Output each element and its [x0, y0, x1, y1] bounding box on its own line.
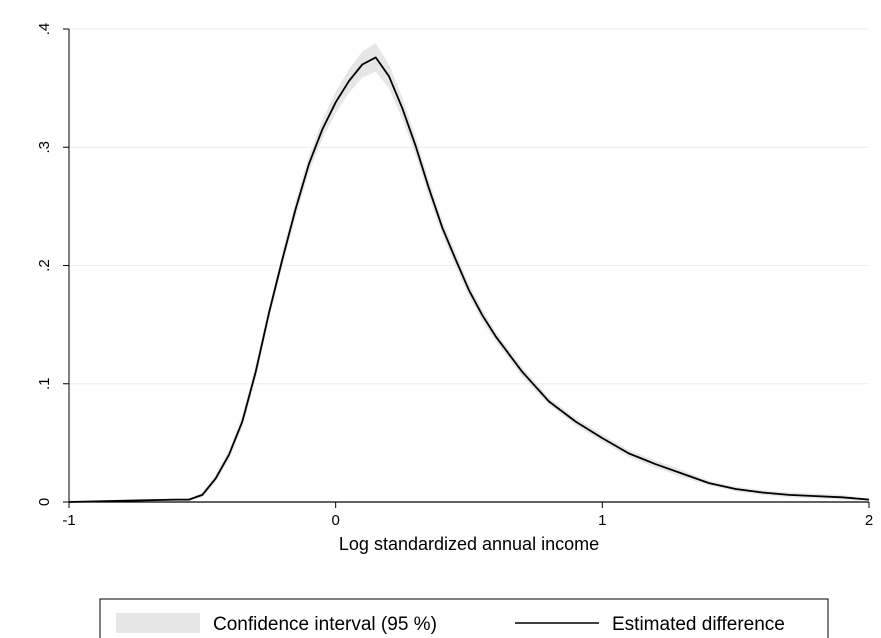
x-ticks: -1 0 1 2 — [62, 502, 873, 529]
gridlines — [69, 28, 869, 385]
y-tick-label-2: .2 — [36, 259, 53, 272]
x-tick-label-3: 2 — [865, 512, 873, 529]
y-tick-label-3: .3 — [36, 141, 53, 154]
x-tick-label-2: 1 — [598, 512, 606, 529]
legend: Confidence interval (95 %) Estimated dif… — [99, 598, 829, 638]
y-ticks: 0 .1 .2 .3 .4 — [36, 23, 69, 506]
estimated-difference-line — [68, 56, 870, 503]
estimate-line-layer — [68, 56, 870, 503]
confidence-band-layer — [69, 43, 869, 502]
x-tick-label-0: -1 — [62, 512, 75, 529]
legend-band-swatch — [116, 613, 200, 633]
legend-label-estimated-difference: Estimated difference — [612, 614, 785, 635]
y-tick-label-4: .4 — [36, 23, 53, 36]
x-axis-title: Log standardized annual income — [339, 534, 599, 554]
confidence-band — [69, 43, 869, 502]
y-tick-label-0: 0 — [36, 498, 53, 506]
legend-box — [99, 598, 829, 638]
x-tick-label-1: 0 — [331, 512, 339, 529]
legend-label-confidence-interval: Confidence interval (95 %) — [213, 614, 437, 635]
y-tick-label-1: .1 — [36, 377, 53, 390]
